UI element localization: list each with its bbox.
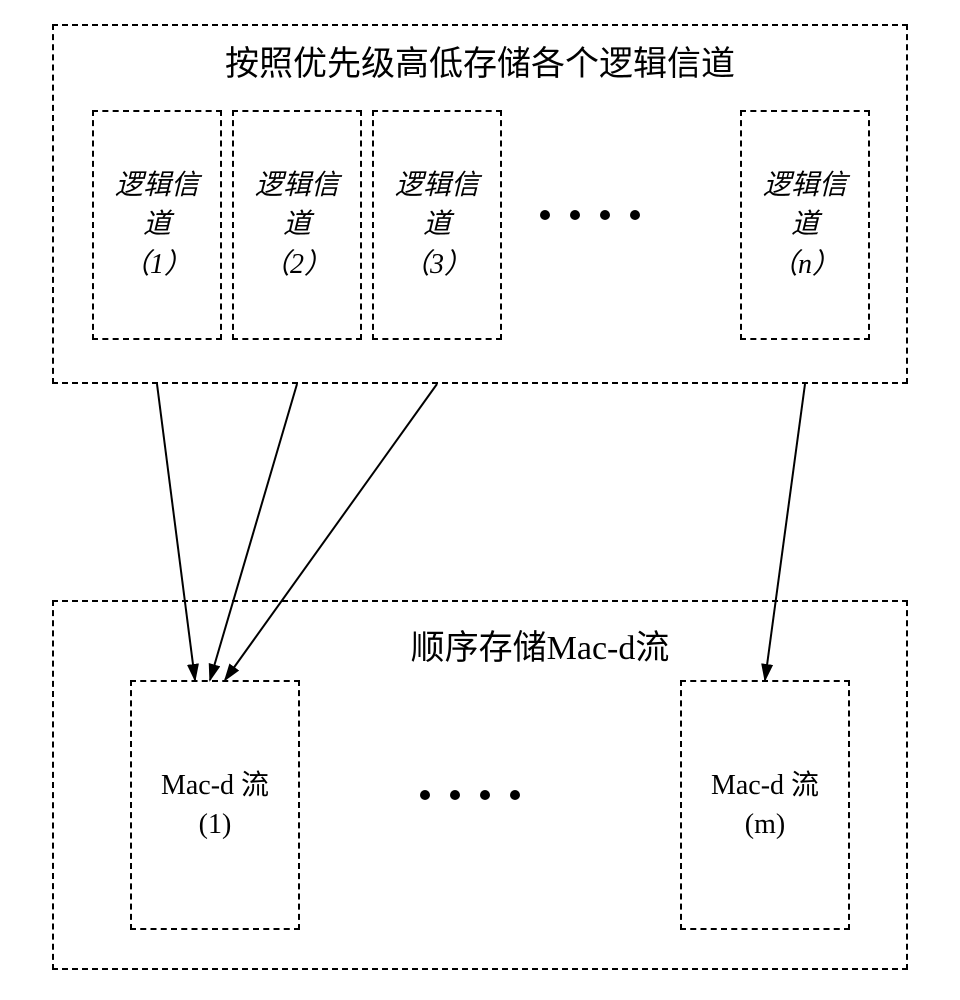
channel-line3: （n）: [770, 245, 840, 284]
bottom-group-title: 顺序存储Mac-d流: [340, 620, 740, 669]
flow-line2: (1): [199, 805, 232, 844]
macd-flow-m: Mac-d 流 (m): [680, 680, 850, 930]
top-ellipsis-dots: [540, 210, 640, 220]
bottom-ellipsis-dots: [420, 790, 520, 800]
dot: [510, 790, 520, 800]
flow-line1: Mac-d 流: [161, 766, 269, 805]
dot: [450, 790, 460, 800]
dot: [570, 210, 580, 220]
channel-line2: 道: [283, 205, 311, 244]
channel-line2: 道: [423, 205, 451, 244]
channel-line2: 道: [791, 205, 819, 244]
channel-line3: （2）: [262, 245, 332, 284]
logical-channel-3: 逻辑信 道 （3）: [372, 110, 502, 340]
dot: [540, 210, 550, 220]
macd-flow-1: Mac-d 流 (1): [130, 680, 300, 930]
diagram-container: 按照优先级高低存储各个逻辑信道 逻辑信 道 （1） 逻辑信 道 （2） 逻辑信 …: [0, 0, 960, 1000]
dot: [420, 790, 430, 800]
logical-channel-n: 逻辑信 道 （n）: [740, 110, 870, 340]
channel-line2: 道: [143, 205, 171, 244]
channel-line1: 逻辑信: [763, 166, 847, 205]
channel-line1: 逻辑信: [395, 166, 479, 205]
dot: [630, 210, 640, 220]
channel-line3: （3）: [402, 245, 472, 284]
channel-line3: （1）: [122, 245, 192, 284]
logical-channel-2: 逻辑信 道 （2）: [232, 110, 362, 340]
channel-line1: 逻辑信: [115, 166, 199, 205]
dot: [600, 210, 610, 220]
dot: [480, 790, 490, 800]
flow-line2: (m): [745, 805, 785, 844]
logical-channel-1: 逻辑信 道 （1）: [92, 110, 222, 340]
flow-line1: Mac-d 流: [711, 766, 819, 805]
top-group-title: 按照优先级高低存储各个逻辑信道: [180, 36, 780, 85]
channel-line1: 逻辑信: [255, 166, 339, 205]
